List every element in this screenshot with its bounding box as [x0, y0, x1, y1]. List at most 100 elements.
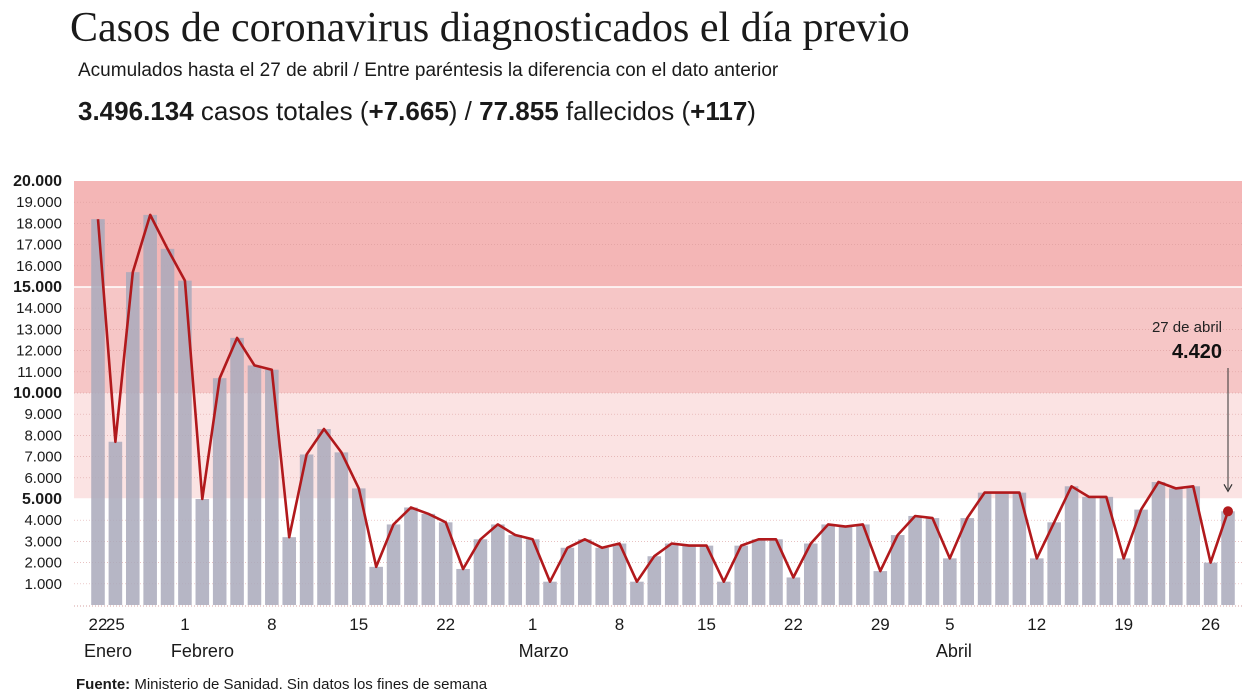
bar — [438, 522, 453, 605]
bar — [1134, 509, 1148, 605]
bar — [230, 337, 244, 605]
bar — [647, 556, 662, 605]
y-tick-label: 2.000 — [24, 555, 62, 572]
series-line — [96, 213, 1230, 584]
bar — [508, 535, 523, 605]
bar — [404, 507, 418, 605]
bar — [1169, 488, 1183, 605]
bar — [786, 577, 801, 605]
bar — [1203, 562, 1218, 605]
y-tick-label: 3.000 — [24, 533, 62, 550]
month-label: Febrero — [171, 641, 234, 661]
y-tick-label: 12.000 — [16, 343, 62, 360]
y-tick-label: 9.000 — [24, 406, 62, 423]
bar — [577, 539, 592, 605]
annotation-arrow-head — [1223, 483, 1233, 493]
bar — [890, 535, 905, 605]
x-tick-label: 26 — [1201, 615, 1220, 634]
stats-separator: ) / — [448, 96, 480, 126]
bar — [178, 280, 192, 605]
y-tick-label: 15.000 — [13, 279, 62, 296]
bar — [630, 581, 644, 605]
bar — [960, 518, 975, 605]
band-15000 — [74, 181, 1242, 287]
bar — [925, 518, 940, 605]
x-tick-label: 15 — [697, 615, 716, 634]
y-tick-label: 17.000 — [16, 237, 62, 254]
bar — [195, 499, 210, 605]
y-tick-label: 6.000 — [24, 470, 62, 487]
source-label: Fuente: — [76, 676, 131, 693]
bar — [612, 543, 627, 605]
bar — [717, 581, 731, 605]
bar — [1099, 496, 1114, 605]
y-tick-label: 11.000 — [17, 364, 62, 381]
bar — [143, 214, 157, 606]
deaths-label: fallecidos ( — [558, 96, 691, 126]
bar — [977, 492, 992, 605]
bar — [456, 568, 470, 605]
y-tick-label: 8.000 — [24, 427, 62, 444]
bar — [873, 571, 888, 605]
bar — [838, 526, 853, 605]
annotation-value: 4.420 — [1172, 341, 1222, 363]
x-tick-label: 1 — [180, 615, 189, 634]
y-tick-label: 19.000 — [16, 194, 62, 211]
bar — [1012, 492, 1027, 605]
y-tick-label: 5.000 — [22, 491, 62, 508]
x-tick-label: 29 — [871, 615, 890, 634]
bar — [803, 543, 818, 605]
month-label: Abril — [936, 641, 972, 661]
total-cases-diff: +7.665 — [368, 96, 449, 126]
bar — [386, 524, 401, 605]
bar — [995, 492, 1009, 605]
y-tick-label: 1.000 — [24, 576, 62, 593]
bar — [1064, 486, 1079, 605]
bar — [543, 581, 557, 605]
bar — [1082, 496, 1096, 605]
bar — [525, 539, 540, 605]
bar — [299, 454, 314, 605]
bar — [1029, 558, 1044, 605]
chart-title: Casos de coronavirus diagnosticados el d… — [70, 5, 910, 51]
bar — [682, 545, 696, 605]
bar — [856, 524, 870, 605]
x-tick-label: 12 — [1027, 615, 1046, 634]
bar — [908, 515, 922, 605]
bar — [943, 558, 957, 605]
x-tick-label: 5 — [945, 615, 954, 634]
bar — [317, 429, 331, 605]
bar — [108, 441, 123, 605]
x-tick-label: 19 — [1114, 615, 1133, 634]
last-point-marker — [1223, 506, 1233, 517]
x-tick-label: 22 — [436, 615, 455, 634]
bar — [821, 524, 835, 605]
deaths-diff: +117 — [690, 96, 748, 126]
bar — [369, 566, 383, 605]
y-tick-label: 10.000 — [13, 385, 62, 402]
bar — [334, 452, 349, 605]
bar — [595, 547, 609, 605]
y-tick-label: 14.000 — [16, 300, 62, 317]
bar — [212, 378, 227, 605]
bar — [751, 539, 766, 605]
x-tick-label: 25 — [106, 615, 125, 634]
bar — [91, 219, 105, 605]
cases-chart: 27 de abril 4.420 1.000 2.000 3.000 4.000 5.00… — [13, 173, 1242, 661]
month-label: Enero — [84, 641, 132, 661]
source-text: Ministerio de Sanidad. Sin datos los fin… — [130, 676, 488, 693]
total-cases-value: 3.496.134 — [78, 96, 194, 126]
y-tick-label: 16.000 — [16, 258, 62, 275]
bar — [125, 272, 140, 605]
bar — [351, 488, 366, 605]
x-tick-label: 15 — [349, 615, 368, 634]
annotation-date: 27 de abril — [1152, 319, 1222, 336]
bar — [1047, 522, 1061, 605]
bar — [1151, 482, 1166, 605]
bar — [664, 543, 679, 605]
bar — [1221, 511, 1235, 605]
x-tick-label: 1 — [528, 615, 537, 634]
bar — [769, 539, 783, 605]
y-tick-label: 20.000 — [13, 173, 62, 190]
month-label: Marzo — [519, 641, 569, 661]
